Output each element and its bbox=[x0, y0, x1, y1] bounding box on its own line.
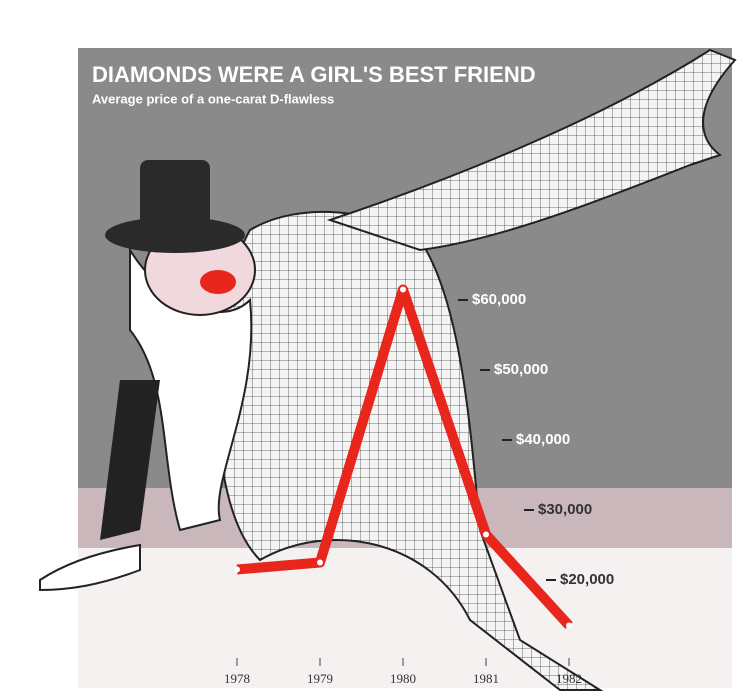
x-tick-label: 1979 bbox=[307, 671, 333, 686]
chart-subtitle: Average price of a one-carat D-flawless bbox=[92, 91, 334, 106]
y-tick-label: $50,000 bbox=[494, 361, 548, 378]
x-tick-label: 1981 bbox=[473, 671, 499, 686]
illustration bbox=[39, 48, 737, 691]
point bbox=[483, 531, 489, 538]
y-tick-label: $40,000 bbox=[516, 431, 570, 448]
x-tick-label: 1982 bbox=[556, 671, 582, 686]
point bbox=[400, 286, 406, 293]
y-tick-label: $20,000 bbox=[560, 571, 614, 588]
point bbox=[317, 559, 323, 566]
chart-title: DIAMONDS WERE A GIRL'S BEST FRIEND bbox=[92, 62, 536, 87]
y-tick-label: $30,000 bbox=[538, 501, 592, 518]
x-tick-label: 1980 bbox=[390, 671, 416, 686]
point bbox=[566, 622, 572, 629]
point bbox=[234, 566, 240, 573]
y-tick-label: $60,000 bbox=[472, 291, 526, 308]
x-tick-label: 1978 bbox=[224, 671, 250, 686]
